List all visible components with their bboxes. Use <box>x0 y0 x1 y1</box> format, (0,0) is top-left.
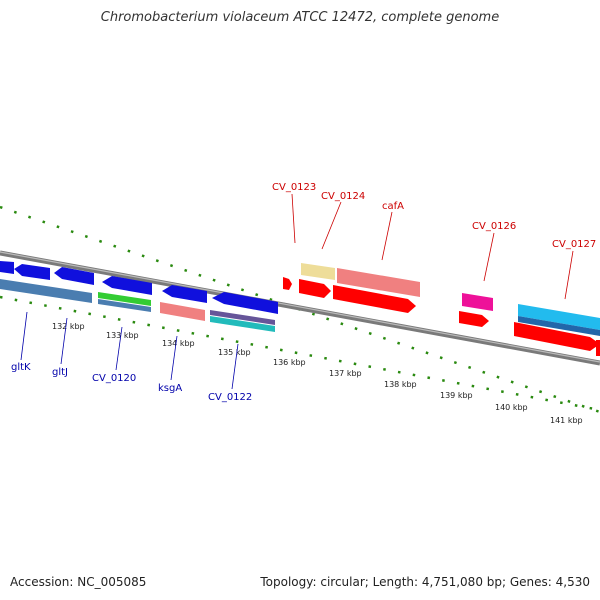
gene-label-reverse[interactable]: gltK <box>11 362 31 373</box>
tick-labels: 132 kbp 133 kbp 134 kbp 135 kbp 136 kbp … <box>52 322 583 425</box>
tick-label: 136 kbp <box>273 358 306 367</box>
forward-gene-arrow[interactable] <box>333 285 416 313</box>
callout-line <box>483 232 495 282</box>
reverse-gene-arrow[interactable] <box>14 264 50 280</box>
callout-line <box>321 201 342 250</box>
genome-backbone <box>0 250 600 366</box>
reverse-gene-labels <box>20 311 239 390</box>
forward-gene-arrow[interactable] <box>299 279 331 298</box>
reverse-gene-arrow[interactable] <box>54 267 94 285</box>
gene-label-forward[interactable]: cafA <box>382 201 404 212</box>
tick-label: 134 kbp <box>162 339 195 348</box>
callout-line <box>115 326 123 371</box>
tick-label: 137 kbp <box>329 369 362 378</box>
tick-label: 141 kbp <box>550 416 583 425</box>
gene-label-reverse[interactable]: gltJ <box>52 367 68 378</box>
reverse-feature-salmon[interactable] <box>160 302 205 321</box>
reverse-tick-ring <box>0 295 600 412</box>
reverse-gene-arrow[interactable] <box>102 276 152 295</box>
forward-gene-arrow[interactable] <box>514 322 600 351</box>
tick-label: 139 kbp <box>440 391 473 400</box>
genome-backbone-highlight <box>0 251 600 363</box>
gene-label-forward[interactable]: CV_0127 <box>552 239 596 250</box>
callout-line <box>60 317 68 365</box>
tick-label: 133 kbp <box>106 331 139 340</box>
forward-feature-cyan[interactable] <box>518 304 600 330</box>
gene-label-forward[interactable]: CV_0123 <box>272 182 316 193</box>
reverse-feature-teal[interactable] <box>210 316 275 332</box>
forward-gene-arrow[interactable] <box>596 340 600 356</box>
tick-label: 140 kbp <box>495 403 528 412</box>
callout-line <box>564 250 574 300</box>
gene-label-forward[interactable]: CV_0124 <box>321 191 365 202</box>
reverse-features <box>0 261 278 332</box>
operon-feature[interactable] <box>0 279 92 303</box>
tick-label: 132 kbp <box>52 322 85 331</box>
callout-line <box>381 211 393 261</box>
forward-feature-salmon[interactable] <box>337 268 420 297</box>
reverse-gene-arrow[interactable] <box>212 292 278 314</box>
reverse-gene-arrow[interactable] <box>0 261 14 274</box>
callout-line <box>20 311 28 361</box>
forward-feature-navy[interactable] <box>518 316 600 336</box>
reverse-feature-purple[interactable] <box>210 310 275 325</box>
gene-label-forward[interactable]: CV_0126 <box>472 221 516 232</box>
tick-label: 135 kbp <box>218 348 251 357</box>
genome-summary-text: Topology: circular; Length: 4,751,080 bp… <box>260 575 590 589</box>
callout-line <box>231 343 239 390</box>
map-title: Chromobacterium violaceum ATCC 12472, co… <box>100 10 500 25</box>
accession-text: Accession: NC_005085 <box>10 575 147 589</box>
forward-gene-labels <box>291 193 574 300</box>
gene-label-reverse[interactable]: ksgA <box>158 383 182 394</box>
reverse-gene-arrow[interactable] <box>162 285 207 303</box>
tick-label: 138 kbp <box>384 380 417 389</box>
forward-gene-arrow[interactable] <box>283 277 292 290</box>
reverse-feature-steel[interactable] <box>98 299 151 312</box>
forward-gene-arrow[interactable] <box>459 311 489 327</box>
gene-label-reverse[interactable]: CV_0122 <box>208 392 252 403</box>
callout-line <box>170 335 178 381</box>
reverse-feature-green[interactable] <box>98 292 151 306</box>
forward-feature-khaki[interactable] <box>301 263 335 280</box>
callout-line <box>291 193 296 244</box>
forward-features <box>283 263 600 356</box>
gene-label-reverse[interactable]: CV_0120 <box>92 373 136 384</box>
forward-feature-magenta[interactable] <box>462 293 493 311</box>
